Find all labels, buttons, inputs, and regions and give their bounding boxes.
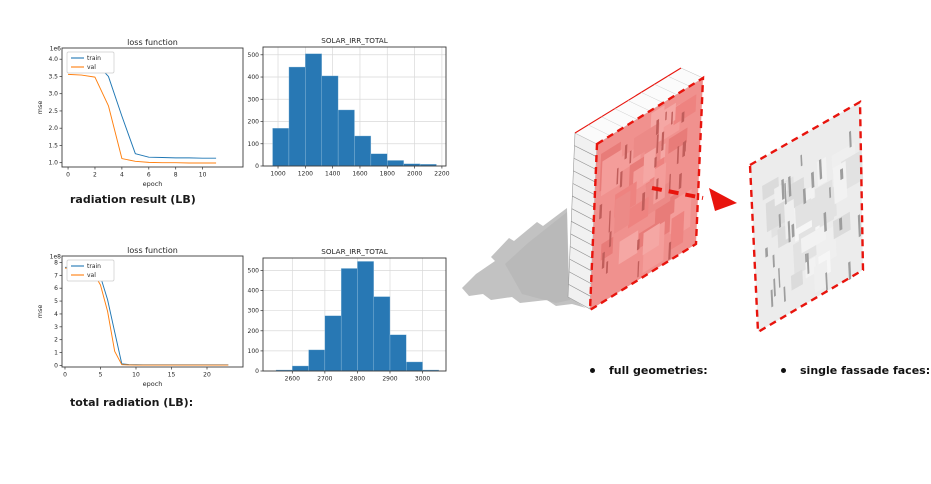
svg-text:3: 3 bbox=[54, 324, 58, 331]
svg-text:300: 300 bbox=[248, 308, 260, 315]
svg-text:2200: 2200 bbox=[434, 171, 449, 178]
svg-text:2.0: 2.0 bbox=[48, 125, 58, 132]
bullet-dot-icon bbox=[781, 368, 786, 373]
svg-text:3.5: 3.5 bbox=[48, 73, 58, 80]
svg-text:val: val bbox=[87, 64, 96, 71]
svg-text:train: train bbox=[87, 55, 101, 62]
svg-text:SOLAR_IRR_TOTAL: SOLAR_IRR_TOTAL bbox=[321, 36, 387, 45]
svg-text:1400: 1400 bbox=[325, 171, 340, 178]
wall-side bbox=[567, 132, 598, 310]
wall-front-face bbox=[588, 75, 705, 313]
svg-text:1e6: 1e6 bbox=[50, 46, 62, 53]
svg-text:4: 4 bbox=[54, 311, 58, 318]
svg-text:3.0: 3.0 bbox=[48, 91, 58, 98]
svg-text:100: 100 bbox=[248, 348, 260, 355]
svg-text:2.5: 2.5 bbox=[48, 108, 58, 115]
svg-text:mse: mse bbox=[36, 101, 44, 115]
svg-text:10: 10 bbox=[199, 172, 207, 179]
svg-text:2: 2 bbox=[93, 172, 97, 179]
svg-text:2000: 2000 bbox=[407, 171, 422, 178]
svg-text:8: 8 bbox=[174, 172, 178, 179]
bullet-dot-icon bbox=[590, 368, 595, 373]
arrowhead-icon bbox=[709, 188, 737, 211]
svg-text:2900: 2900 bbox=[382, 376, 397, 383]
svg-text:200: 200 bbox=[248, 119, 260, 126]
svg-text:400: 400 bbox=[248, 288, 260, 295]
wall-top bbox=[574, 67, 704, 145]
svg-text:0: 0 bbox=[66, 172, 70, 179]
svg-text:15: 15 bbox=[168, 372, 176, 379]
svg-text:2: 2 bbox=[54, 337, 58, 344]
svg-text:6: 6 bbox=[147, 172, 151, 179]
svg-text:10: 10 bbox=[132, 372, 140, 379]
svg-text:1800: 1800 bbox=[380, 171, 395, 178]
svg-text:2800: 2800 bbox=[350, 376, 365, 383]
wall-front-pattern bbox=[599, 94, 697, 278]
svg-text:4.0: 4.0 bbox=[48, 56, 58, 63]
svg-text:1600: 1600 bbox=[352, 171, 367, 178]
single-face-dashed-outline bbox=[748, 99, 865, 335]
svg-text:0: 0 bbox=[255, 163, 259, 170]
svg-text:2600: 2600 bbox=[285, 376, 300, 383]
svg-text:1.0: 1.0 bbox=[48, 160, 58, 167]
svg-text:6: 6 bbox=[54, 285, 58, 292]
loss-chart-bottom: 0 5 10 15 20 0 1 2 3 4 5 6 7 8 loss function epoch mse 1e… bbox=[36, 246, 244, 388]
svg-text:5: 5 bbox=[54, 298, 58, 305]
svg-text:100: 100 bbox=[248, 141, 260, 148]
svg-text:300: 300 bbox=[248, 96, 260, 103]
svg-text:200: 200 bbox=[248, 328, 260, 335]
svg-text:SOLAR_IRR_TOTAL: SOLAR_IRR_TOTAL bbox=[321, 247, 387, 256]
svg-text:1.5: 1.5 bbox=[48, 142, 58, 149]
loss-chart-top: 0 2 4 6 8 10 1.0 1.5 2.0 2.5 3.0 3.5 4.0 loss functio… bbox=[36, 38, 244, 188]
svg-text:1000: 1000 bbox=[270, 171, 285, 178]
svg-text:loss function: loss function bbox=[127, 38, 178, 47]
svg-text:0: 0 bbox=[54, 362, 58, 369]
facade-illustration bbox=[462, 67, 865, 335]
svg-text:400: 400 bbox=[248, 74, 260, 81]
histogram-bottom: 2600 2700 2800 2900 3000 0 100 200 300 400 500 SOLA… bbox=[248, 247, 447, 383]
caption-radiation-result: radiation result (LB) bbox=[70, 193, 196, 206]
extraction-arrow bbox=[651, 186, 737, 211]
svg-text:mse: mse bbox=[36, 305, 44, 319]
svg-text:20: 20 bbox=[203, 372, 211, 379]
bullet-single-fassade-faces: single fassade faces: bbox=[781, 364, 930, 377]
single-facade-face bbox=[748, 99, 865, 335]
svg-text:1200: 1200 bbox=[298, 171, 313, 178]
caption-total-radiation: total radiation (LB): bbox=[70, 396, 194, 409]
wall-front-dashed-outline bbox=[588, 75, 705, 313]
wall-shadow-dark bbox=[505, 212, 570, 303]
svg-text:500: 500 bbox=[248, 52, 260, 59]
bullet-full-geometries: full geometries: bbox=[590, 364, 708, 377]
svg-text:val: val bbox=[87, 272, 96, 279]
svg-text:1e8: 1e8 bbox=[50, 254, 62, 261]
svg-text:loss function: loss function bbox=[127, 246, 178, 255]
wall-shadow bbox=[462, 208, 586, 308]
svg-text:8: 8 bbox=[54, 259, 58, 266]
svg-text:2700: 2700 bbox=[317, 376, 332, 383]
svg-text:0: 0 bbox=[255, 368, 259, 375]
svg-text:epoch: epoch bbox=[143, 380, 163, 388]
histogram-top: 1000 1200 1400 1600 1800 2000 2200 0 100 200 300 40… bbox=[248, 36, 450, 178]
single-face-pattern bbox=[762, 130, 864, 308]
bullet-label-single-fassade-faces: single fassade faces: bbox=[800, 364, 931, 377]
svg-text:train: train bbox=[87, 263, 101, 270]
svg-text:epoch: epoch bbox=[143, 180, 163, 188]
svg-text:0: 0 bbox=[63, 372, 67, 379]
svg-text:500: 500 bbox=[248, 267, 260, 274]
bullet-label-full-geometries: full geometries: bbox=[609, 364, 708, 377]
svg-text:3000: 3000 bbox=[415, 376, 430, 383]
svg-text:4: 4 bbox=[120, 172, 124, 179]
svg-text:7: 7 bbox=[54, 272, 58, 279]
svg-text:5: 5 bbox=[99, 372, 103, 379]
svg-text:1: 1 bbox=[54, 350, 58, 357]
